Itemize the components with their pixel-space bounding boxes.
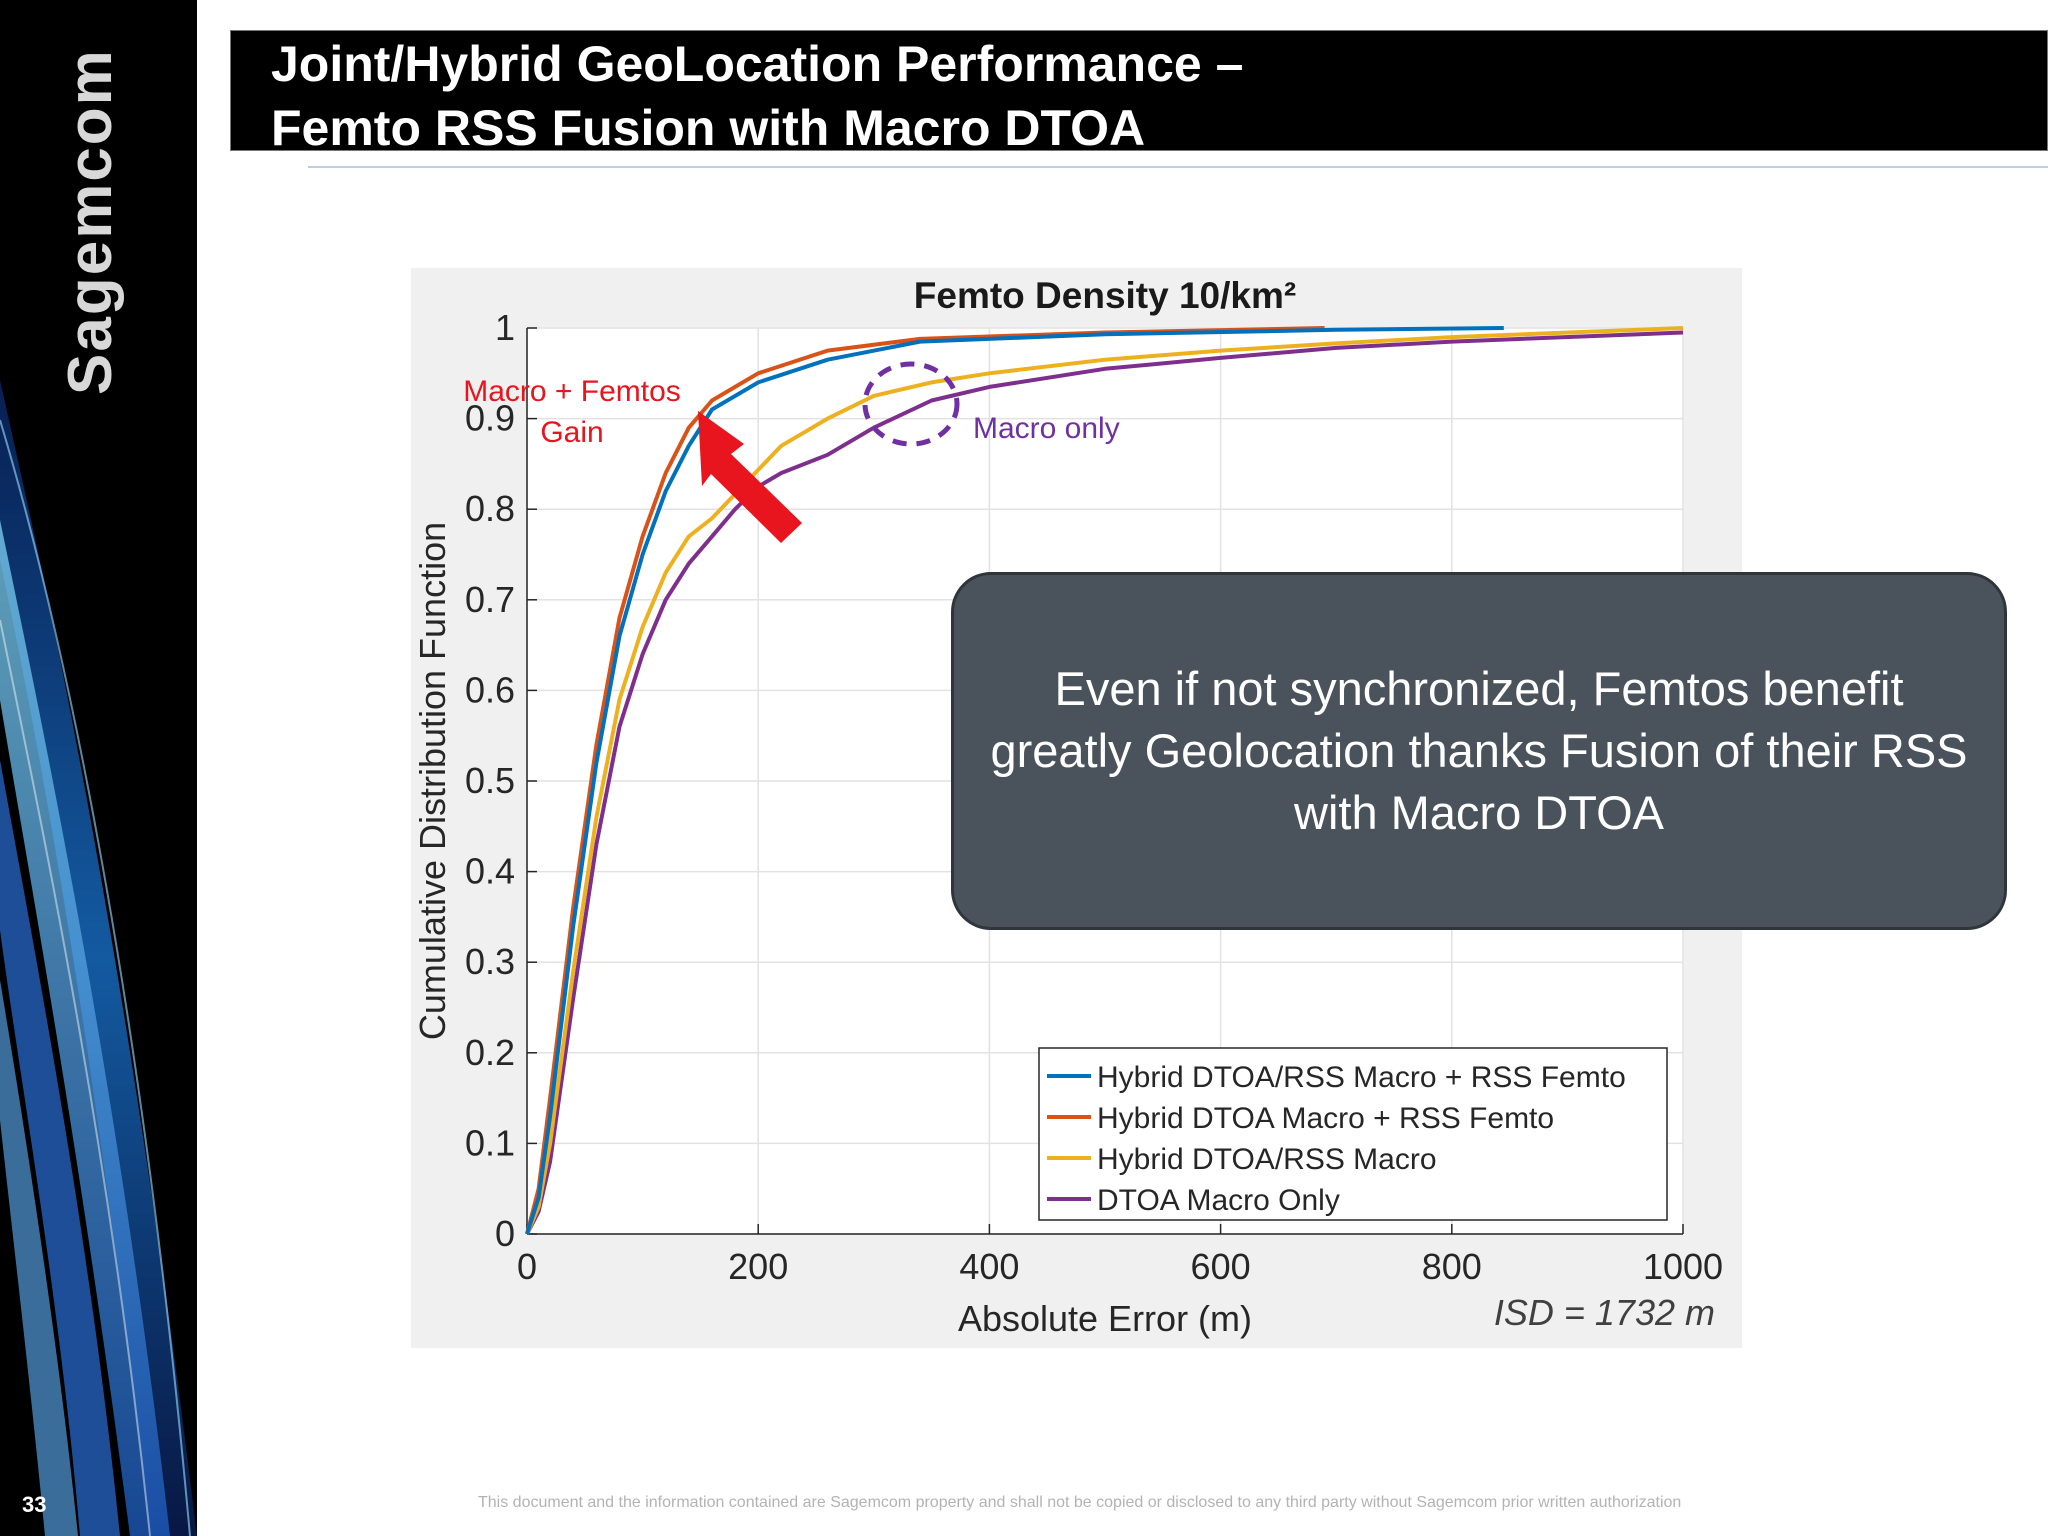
callout-box: Even if not synchronized, Femtos benefit…: [951, 572, 2007, 930]
x-tick-label: 200: [728, 1246, 788, 1287]
gain-arrow-icon: [698, 411, 802, 543]
annotation-gain-line2: Gain: [540, 416, 603, 449]
chart-title: Femto Density 10/km²: [914, 275, 1296, 316]
legend-label: DTOA Macro Only: [1097, 1184, 1340, 1217]
x-tick-label: 0: [517, 1246, 537, 1287]
legend-label: Hybrid DTOA/RSS Macro + RSS Femto: [1097, 1061, 1626, 1094]
x-tick-label: 600: [1191, 1246, 1251, 1287]
series-line-0: [525, 326, 1504, 1235]
page-number: 33: [22, 1492, 47, 1517]
y-tick-label: 1: [495, 307, 515, 348]
y-tick-label: 0.7: [465, 579, 515, 620]
y-tick-label: 0.3: [465, 941, 515, 982]
x-tick-label: 800: [1422, 1246, 1482, 1287]
y-tick-label: 0.2: [465, 1032, 515, 1073]
y-tick-label: 0.8: [465, 488, 515, 529]
annotation-gain-line1: Macro + Femtos: [463, 375, 681, 408]
title-line-2: Femto RSS Fusion with Macro DTOA: [271, 100, 1146, 156]
title-divider: [308, 166, 2048, 168]
y-tick-label: 0.4: [465, 851, 515, 892]
annotation-isd: ISD = 1732 m: [1494, 1292, 1715, 1333]
sidebar-swoosh-graphic: [0, 380, 197, 1536]
macro-only-circle: [862, 361, 960, 447]
x-axis-label: Absolute Error (m): [958, 1298, 1252, 1339]
brand-wordmark: Sagemcom: [56, 48, 125, 395]
series-line-1: [525, 326, 1325, 1235]
sidebar-brand-panel: Sagemcom 33: [0, 0, 197, 1536]
confidentiality-footer: This document and the information contai…: [478, 1494, 1682, 1511]
y-tick-label: 0.9: [465, 398, 515, 439]
x-tick-label: 400: [959, 1246, 1019, 1287]
callout-text: Even if not synchronized, Femtos benefit…: [990, 662, 1968, 839]
y-tick-label: 0.1: [465, 1122, 515, 1163]
y-axis-label: Cumulative Distribution Function: [412, 522, 453, 1040]
y-tick-label: 0.5: [465, 760, 515, 801]
annotation-macro-only: Macro only: [973, 412, 1120, 445]
title-bar: Joint/Hybrid GeoLocation Performance – F…: [230, 30, 2048, 156]
x-tick-label: 1000: [1643, 1246, 1723, 1287]
legend-label: Hybrid DTOA/RSS Macro: [1097, 1143, 1437, 1176]
legend-box: [1038, 1047, 1668, 1221]
y-tick-label: 0: [495, 1213, 515, 1254]
legend-label: Hybrid DTOA Macro + RSS Femto: [1097, 1102, 1554, 1135]
y-tick-label: 0.6: [465, 669, 515, 710]
title-line-1: Joint/Hybrid GeoLocation Performance –: [271, 36, 1244, 92]
